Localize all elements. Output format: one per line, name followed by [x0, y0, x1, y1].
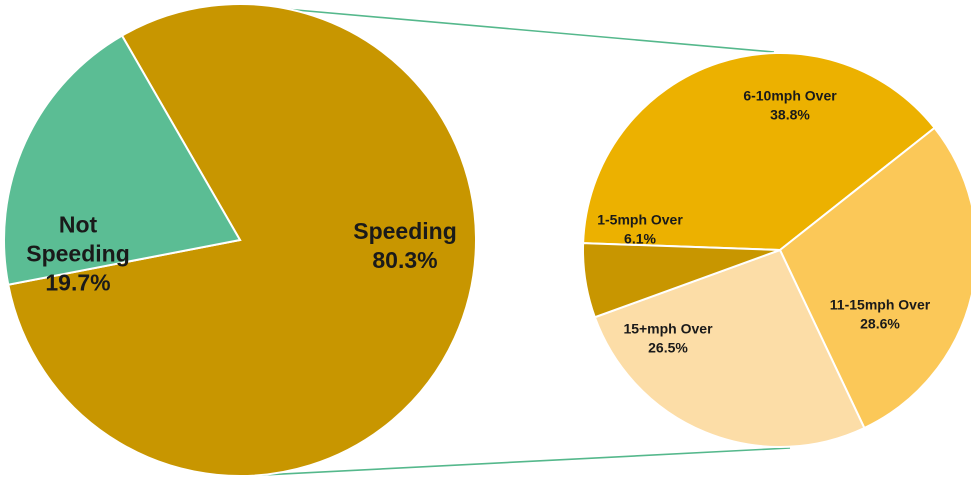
sub-label-line: 38.8%: [770, 107, 810, 123]
sub-label-line: 26.5%: [648, 340, 688, 356]
main-slice-not-speeding: [3, 34, 242, 286]
connector-line-top: [261, 6, 775, 53]
sub-label-11-15mph-over: 11-15mph Over 28.6%: [830, 297, 931, 332]
sub-label-line: 11-15mph Over: [830, 297, 931, 313]
main-label-line: 80.3%: [372, 247, 437, 273]
main-label-not-speeding: Not Speeding 19.7%: [26, 211, 130, 295]
sub-label-line: 1-5mph Over: [597, 212, 683, 228]
main-label-line: 19.7%: [45, 269, 110, 295]
sub-label-15plus-mph-over: 15+mph Over 26.5%: [623, 321, 713, 356]
sub-label-line: 6.1%: [624, 231, 656, 247]
breakdown-pie: 6-10mph Over 38.8% 11-15mph Over 28.6% 15+mp…: [582, 52, 971, 448]
connector-line-bottom: [243, 447, 791, 477]
sub-label-line: 6-10mph Over: [743, 88, 837, 104]
main-pie: Speeding 80.3% Not Speeding 19.7%: [3, 3, 477, 477]
sub-label-line: 28.6%: [860, 316, 900, 332]
main-label-line: Not: [59, 211, 98, 237]
main-label-line: Speeding: [26, 240, 130, 266]
main-label-speeding: Speeding 80.3%: [353, 218, 457, 273]
sub-slice-6-10mph-over: [582, 52, 936, 252]
connector-lines: [243, 6, 791, 477]
sub-label-6-10mph-over: 6-10mph Over 38.8%: [743, 88, 837, 123]
sub-label-line: 15+mph Over: [623, 321, 713, 337]
main-slice-speeding: [7, 3, 477, 477]
sub-slice-15plus-mph-over: [593, 248, 866, 448]
sub-slice-11-15mph-over: [778, 126, 971, 430]
main-label-line: Speeding: [353, 218, 457, 244]
sub-label-1-5mph-over: 1-5mph Over 6.1%: [597, 212, 683, 247]
sub-slice-1-5mph-over: [582, 242, 781, 319]
